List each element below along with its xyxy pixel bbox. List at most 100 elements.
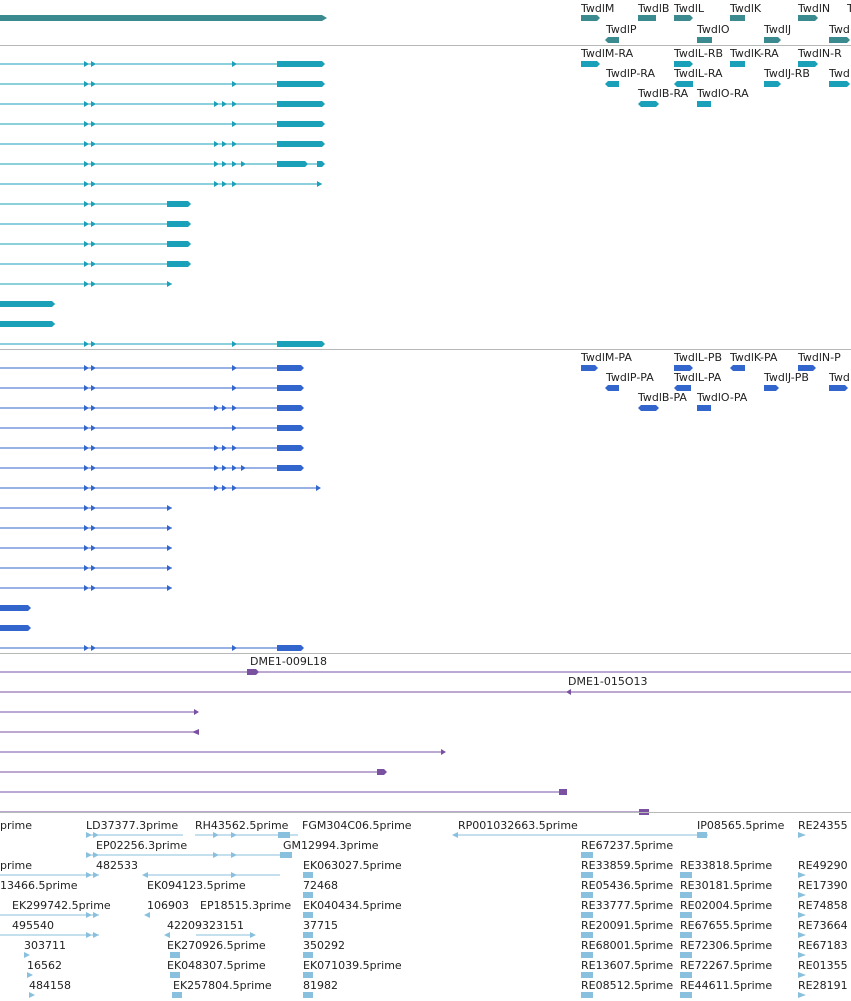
est-label[interactable]: RE33777.5prime: [581, 899, 674, 912]
est-label[interactable]: 495540: [12, 919, 54, 932]
gene-label[interactable]: Twd: [829, 23, 850, 36]
est-label[interactable]: EK071039.5prime: [303, 959, 402, 972]
transcript-label[interactable]: Twd: [829, 67, 850, 80]
est-label[interactable]: prime: [0, 819, 33, 832]
est-label[interactable]: FGM304C06.5prime: [302, 819, 412, 832]
transcript-model[interactable]: [0, 181, 322, 187]
est-label[interactable]: RE72306.5prime: [680, 939, 773, 952]
protein-label[interactable]: TwdlL-PA: [674, 371, 722, 384]
transcript-label[interactable]: TwdlJ-RB: [764, 67, 810, 80]
gene-glyphs-right[interactable]: [581, 15, 850, 43]
protein-model[interactable]: [0, 405, 304, 411]
transcript-model[interactable]: [0, 141, 325, 147]
gene-label[interactable]: TwdlN: [798, 2, 831, 15]
protein-model[interactable]: [0, 365, 304, 371]
est-label[interactable]: 72468: [303, 879, 338, 892]
protein-model[interactable]: [0, 465, 304, 471]
transcript-label[interactable]: TwdlN-R: [798, 47, 842, 60]
protein-glyphs-right[interactable]: [581, 365, 848, 411]
transcript-model[interactable]: [0, 201, 191, 207]
transcript-model[interactable]: [0, 121, 325, 127]
transcript-label[interactable]: TwdlL-RB: [674, 47, 724, 60]
protein-model[interactable]: [0, 625, 31, 631]
est-label[interactable]: EK270926.5prime: [167, 939, 266, 952]
est-label[interactable]: RE33859.5prime: [581, 859, 674, 872]
transcript-label[interactable]: TwdlP-RA: [606, 67, 656, 80]
protein-model[interactable]: [0, 505, 172, 511]
gene-label[interactable]: TwdlO: [697, 23, 730, 36]
est-label[interactable]: 482533: [96, 859, 138, 872]
protein-label[interactable]: TwdlJ-PB: [764, 371, 809, 384]
est-label[interactable]: RP001032663.5prime: [458, 819, 578, 832]
protein-model[interactable]: [0, 605, 31, 611]
gene-label[interactable]: TwdlJ: [764, 23, 792, 36]
est-label[interactable]: EK048307.5prime: [167, 959, 266, 972]
est-label[interactable]: EK257804.5prime: [173, 979, 272, 992]
est-label[interactable]: RE74858: [798, 899, 848, 912]
est-label[interactable]: EK094123.5prime: [147, 879, 246, 892]
transcript-label[interactable]: TwdlO-RA: [697, 87, 749, 100]
est-label[interactable]: RE44611.5prime: [680, 979, 773, 992]
gene-label[interactable]: TwdlK: [730, 2, 762, 15]
transcript-label[interactable]: TwdlL-RA: [674, 67, 723, 80]
protein-model[interactable]: [0, 485, 321, 491]
transcript-model[interactable]: [0, 61, 325, 67]
protein-label[interactable]: TwdlM-PA: [581, 351, 632, 364]
protein-model[interactable]: [0, 585, 172, 591]
est-label[interactable]: 13466.5prime: [0, 879, 78, 892]
protein-model[interactable]: [0, 425, 304, 431]
est-label[interactable]: 81982: [303, 979, 338, 992]
est-label[interactable]: RE05436.5prime: [581, 879, 674, 892]
est-label[interactable]: RE02004.5prime: [680, 899, 773, 912]
est-features[interactable]: [0, 832, 806, 998]
transcript-model[interactable]: [0, 81, 325, 87]
transcript-model[interactable]: [0, 161, 325, 167]
est-label[interactable]: RE73664: [798, 919, 848, 932]
est-label[interactable]: IP08565.5prime: [697, 819, 785, 832]
transcript-label[interactable]: TwdlM-RA: [581, 47, 634, 60]
gene-label[interactable]: T: [847, 2, 851, 15]
est-label[interactable]: RE33818.5prime: [680, 859, 773, 872]
est-label[interactable]: RE67655.5prime: [680, 919, 773, 932]
gene-model-left[interactable]: [0, 15, 322, 21]
est-label[interactable]: EK299742.5prime: [12, 899, 111, 912]
est-label[interactable]: RE13607.5prime: [581, 959, 674, 972]
est-label[interactable]: LD37377.3prime: [86, 819, 179, 832]
est-label[interactable]: EK040434.5prime: [303, 899, 402, 912]
est-label[interactable]: 303711: [24, 939, 66, 952]
transcript-model[interactable]: [0, 101, 325, 107]
transcript-label[interactable]: TwdlB-RA: [638, 87, 689, 100]
protein-model[interactable]: [0, 645, 304, 651]
est-label[interactable]: RE01355: [798, 959, 848, 972]
clone-features[interactable]: [0, 669, 851, 815]
transcript-model[interactable]: [0, 281, 172, 287]
est-label[interactable]: RE67237.5prime: [581, 839, 674, 852]
protein-model[interactable]: [0, 445, 304, 451]
protein-label[interactable]: TwdlK-PA: [730, 351, 778, 364]
est-label[interactable]: 106903: [147, 899, 189, 912]
est-label[interactable]: RH43562.5prime: [195, 819, 289, 832]
protein-label[interactable]: TwdlN-P: [798, 351, 841, 364]
est-label[interactable]: RE30181.5prime: [680, 879, 773, 892]
est-label[interactable]: 16562: [27, 959, 62, 972]
est-label[interactable]: 484158: [29, 979, 71, 992]
est-label[interactable]: prime: [0, 859, 33, 872]
est-label[interactable]: GM12994.3prime: [283, 839, 379, 852]
transcript-model[interactable]: [0, 321, 55, 327]
gene-label[interactable]: TwdlP: [606, 23, 637, 36]
transcript-model[interactable]: [0, 261, 191, 267]
protein-label[interactable]: TwdlL-PB: [674, 351, 723, 364]
transcript-glyphs-right[interactable]: [581, 61, 850, 107]
clone-label[interactable]: DME1-009L18: [250, 655, 327, 668]
gene-label[interactable]: TwdlM: [581, 2, 615, 15]
protein-label[interactable]: TwdlP-PA: [606, 371, 654, 384]
protein-label[interactable]: Twd: [829, 371, 850, 384]
clone-label[interactable]: DME1-015O13: [568, 675, 648, 688]
protein-model[interactable]: [0, 565, 172, 571]
est-label[interactable]: 350292: [303, 939, 345, 952]
est-label[interactable]: RE17390: [798, 879, 848, 892]
protein-model[interactable]: [0, 525, 172, 531]
transcript-model[interactable]: [0, 221, 191, 227]
est-label[interactable]: RE20091.5prime: [581, 919, 674, 932]
protein-label[interactable]: TwdlB-PA: [638, 391, 687, 404]
